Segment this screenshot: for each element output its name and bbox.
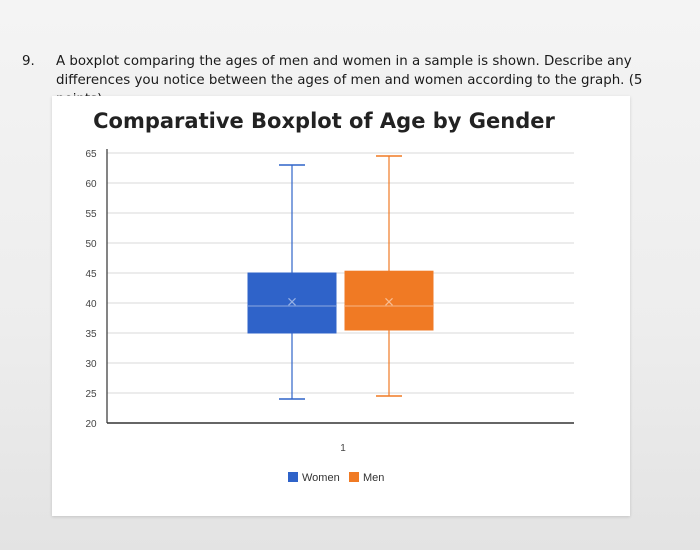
legend-swatch [288, 472, 298, 482]
x-tick-label: 1 [340, 443, 346, 454]
y-tick-label: 60 [85, 179, 97, 190]
y-tick-label: 25 [85, 389, 97, 400]
y-axis-ticks: 65 60 55 50 45 40 35 30 25 20 [85, 149, 97, 430]
legend-item-women: Women [288, 472, 340, 484]
box-women [247, 164, 337, 400]
y-tick-label: 65 [85, 149, 97, 160]
axes [106, 149, 574, 424]
legend-item-men: Men [349, 472, 384, 484]
box-series [247, 155, 434, 400]
chart-card: Comparative Boxplot of Age by Gender 65 6… [52, 96, 630, 516]
question-number: 9. [22, 54, 35, 69]
mean-marker [288, 297, 296, 306]
y-tick-label: 30 [85, 359, 97, 370]
legend-label: Men [363, 472, 384, 484]
mean-marker [385, 297, 393, 306]
y-tick-label: 50 [85, 239, 97, 250]
y-tick-label: 55 [85, 209, 97, 220]
y-tick-label: 40 [85, 299, 97, 310]
iqr-box [344, 270, 434, 331]
legend: Women Men [288, 472, 384, 484]
boxplot-chart: Comparative Boxplot of Age by Gender 656… [85, 109, 574, 484]
y-tick-label: 20 [85, 419, 97, 430]
legend-label: Women [302, 472, 340, 484]
y-tick-label: 45 [85, 269, 97, 280]
x-axis-ticks: 1 [340, 443, 346, 454]
grid-lines [107, 152, 574, 394]
iqr-box [247, 272, 337, 334]
y-tick-label: 35 [85, 329, 97, 340]
box-men [344, 155, 434, 397]
legend-swatch [349, 472, 359, 482]
chart-title: Comparative Boxplot of Age by Gender [93, 109, 555, 133]
